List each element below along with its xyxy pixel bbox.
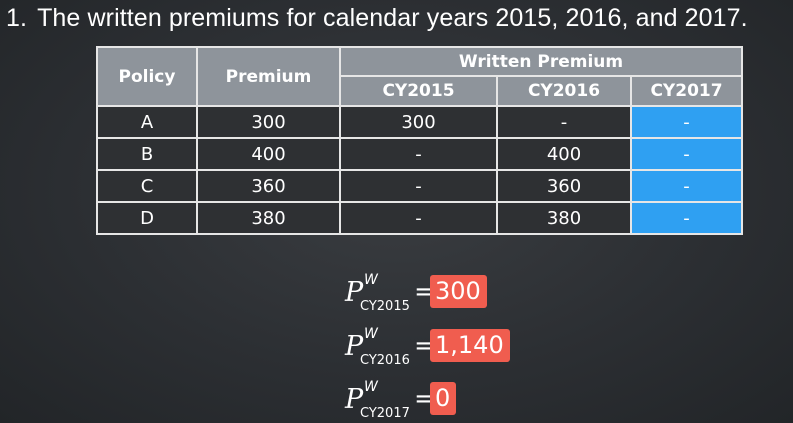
formula-superscript: W (364, 272, 378, 288)
cell-premium: 400 (196, 137, 341, 171)
cell-cy2016: 380 (496, 201, 632, 235)
cell-policy: B (96, 137, 198, 171)
formula-superscript: W (364, 379, 378, 395)
cell-cy2015: - (339, 169, 498, 203)
formula-superscript: W (364, 326, 378, 342)
cell-policy: A (96, 105, 198, 139)
cell-policy: D (96, 201, 198, 235)
formula-subscript: CY2017 (360, 406, 410, 421)
cell-cy2017: - (629, 169, 744, 203)
cell-cy2015: - (339, 201, 498, 235)
cell-cy2015: 300 (339, 105, 498, 139)
header-premium: Premium (196, 46, 341, 107)
formula-symbol: P (345, 331, 364, 362)
table-row: A 300 300 - - (96, 105, 744, 139)
header-policy: Policy (96, 46, 198, 107)
formula-value-badge: 300 (430, 275, 487, 308)
header-written-premium: Written Premium (338, 46, 744, 77)
question-text: The written premiums for calendar years … (37, 4, 748, 32)
cell-cy2016: 400 (496, 137, 632, 171)
cell-premium: 300 (196, 105, 341, 139)
formula-symbol: P (345, 384, 364, 415)
question-title: 1. The written premiums for calendar year… (6, 4, 748, 33)
cell-premium: 360 (196, 169, 341, 203)
table-row: B 400 - 400 - (96, 137, 744, 171)
formula-value-badge: 0 (430, 382, 457, 415)
cell-cy2017: - (629, 201, 744, 235)
written-premium-table: Policy Premium Written Premium CY2015 CY… (96, 46, 744, 235)
formula-subscript: CY2016 (360, 353, 410, 368)
header-cy2017: CY2017 (629, 75, 744, 107)
cell-policy: C (96, 169, 198, 203)
cell-cy2015: - (339, 137, 498, 171)
header-cy2015: CY2015 (339, 75, 498, 107)
question-number: 1. (6, 4, 28, 32)
cell-cy2016: - (496, 105, 632, 139)
cell-cy2016: 360 (496, 169, 632, 203)
table-row: C 360 - 360 - (96, 169, 744, 203)
cell-cy2017: - (629, 137, 744, 171)
table-row: D 380 - 380 - (96, 201, 744, 235)
cell-cy2017: - (629, 105, 744, 139)
formula-value-badge: 1,140 (430, 329, 510, 362)
header-cy2016: CY2016 (496, 75, 632, 107)
formula-subscript: CY2015 (360, 299, 410, 314)
cell-premium: 380 (196, 201, 341, 235)
formula-symbol: P (345, 277, 364, 308)
